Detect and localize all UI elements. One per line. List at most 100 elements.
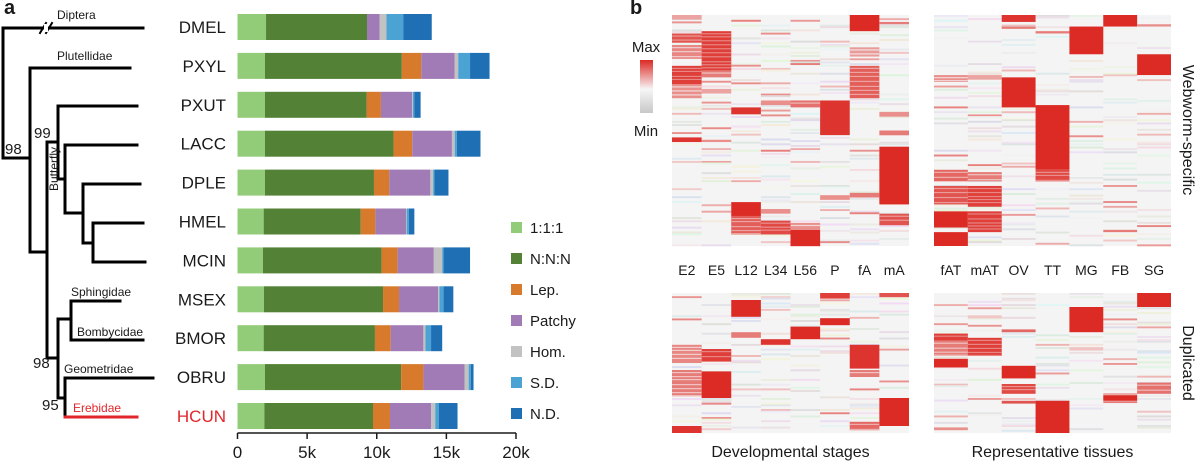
heatmap-stripe bbox=[672, 86, 702, 88]
heatmap-cell bbox=[820, 345, 850, 348]
heatmap-cell bbox=[731, 388, 761, 391]
bar-segment-msex-n-n-n bbox=[263, 286, 384, 313]
bar-segment-pxyl-n-n-n bbox=[264, 52, 402, 79]
heatmap-cell bbox=[790, 220, 821, 223]
heatmap-stripe bbox=[1035, 174, 1070, 176]
heatmap-cell bbox=[790, 180, 821, 183]
heatmap-stripe bbox=[967, 201, 1002, 204]
heatmap-cell bbox=[760, 95, 791, 98]
heatmap-cell bbox=[1001, 82, 1036, 85]
heatmap-cell bbox=[934, 204, 968, 207]
heatmap-cell bbox=[701, 101, 732, 104]
heatmap-block bbox=[934, 427, 968, 431]
column-label-fat: fAT bbox=[941, 262, 962, 278]
clade-label: Bombycidae bbox=[77, 325, 143, 339]
heatmap-cell bbox=[1069, 234, 1104, 237]
heatmap-cell bbox=[760, 108, 791, 110]
heatmap-cell bbox=[934, 399, 968, 402]
heatmap-cell bbox=[1069, 343, 1104, 346]
heatmap-cell bbox=[672, 345, 702, 348]
heatmap-cell bbox=[701, 382, 732, 384]
heatmap-cell bbox=[1001, 304, 1036, 307]
x-tick-label: 5k bbox=[298, 443, 316, 462]
heatmap-cell bbox=[731, 133, 761, 136]
heatmap-block bbox=[672, 65, 702, 85]
heatmap-cell bbox=[849, 180, 880, 183]
branch-break-gap bbox=[44, 24, 48, 32]
category-label-obru: OBRU bbox=[177, 368, 226, 387]
heatmap-cell bbox=[1069, 106, 1104, 109]
heatmap-cell bbox=[790, 193, 821, 195]
heatmap-cell bbox=[790, 324, 821, 327]
heatmap-cell bbox=[1137, 133, 1171, 136]
heatmap-stripe bbox=[672, 357, 702, 359]
heatmap-cell bbox=[820, 124, 850, 126]
heatmap-cell bbox=[790, 313, 821, 316]
heatmap-stripe bbox=[790, 102, 821, 104]
heatmap-cell bbox=[1069, 15, 1104, 17]
bar-segment-pxyl-hom bbox=[454, 52, 459, 79]
heatmap-stripe bbox=[934, 342, 968, 344]
heatmap-cell bbox=[820, 201, 850, 203]
heatmap-cell bbox=[790, 29, 821, 32]
heatmap-cell bbox=[879, 313, 909, 316]
heatmap-cell bbox=[967, 82, 1002, 85]
heatmap-cell bbox=[967, 220, 1002, 223]
heatmap-cell bbox=[701, 210, 732, 213]
heatmap-cell bbox=[849, 231, 880, 234]
heatmap-stripe bbox=[849, 75, 880, 78]
heatmap-cell bbox=[731, 343, 761, 346]
heatmap-cell bbox=[934, 304, 968, 307]
heatmap-block bbox=[731, 107, 761, 115]
heatmap-cell bbox=[790, 305, 821, 308]
heatmap-cell bbox=[701, 35, 732, 38]
bar-segment-hcun-1-1-1 bbox=[237, 403, 265, 429]
heatmap-block bbox=[701, 70, 732, 78]
heatmap-cell bbox=[1103, 72, 1138, 75]
heatmap-cell bbox=[760, 29, 791, 32]
heatmap-cell bbox=[701, 220, 732, 223]
heatmap-cell bbox=[1001, 369, 1036, 372]
heatmap-cell bbox=[967, 398, 1002, 400]
heatmap-cell bbox=[701, 304, 732, 307]
heatmap-cell bbox=[1035, 167, 1070, 170]
heatmap-cell bbox=[760, 175, 791, 178]
heatmap-cell bbox=[731, 180, 761, 183]
heatmap-cell bbox=[672, 201, 702, 203]
heatmap-cell bbox=[849, 96, 880, 99]
heatmap-block bbox=[849, 47, 880, 57]
heatmap-cell bbox=[1103, 313, 1138, 316]
heatmap-cell bbox=[1035, 177, 1070, 179]
heatmap-cell bbox=[967, 239, 1002, 242]
heatmap-cell bbox=[1137, 351, 1171, 354]
heatmap-cell bbox=[1103, 308, 1138, 311]
heatmap-cell bbox=[1035, 386, 1070, 389]
heatmap-background bbox=[934, 293, 1171, 433]
heatmap-cell bbox=[879, 24, 909, 27]
category-label-hcun: HCUN bbox=[177, 407, 226, 426]
bar-segment-dmel-n-d bbox=[403, 14, 432, 40]
heatmap-cell bbox=[1035, 16, 1070, 19]
heatmap-cell bbox=[701, 135, 732, 138]
bar-segment-obru-1-1-1 bbox=[237, 364, 265, 391]
heatmap-cell bbox=[1035, 149, 1070, 152]
heatmap-cell bbox=[760, 164, 791, 167]
heatmap-cell bbox=[701, 154, 732, 157]
heatmap-cell bbox=[1137, 154, 1171, 157]
heatmap-cell bbox=[731, 370, 761, 373]
heatmap-block bbox=[849, 344, 880, 369]
heatmap-cell bbox=[1137, 366, 1171, 369]
heatmap-cell bbox=[934, 385, 968, 388]
bar-segment-bmor-s-d bbox=[425, 325, 432, 352]
heatmap-cell bbox=[1069, 29, 1104, 32]
heatmap-cell bbox=[701, 177, 732, 179]
heatmap-block bbox=[1001, 26, 1036, 29]
bar-segment-obru-patchy bbox=[423, 364, 465, 391]
heatmap-cell bbox=[701, 112, 732, 115]
heatmap-cell bbox=[731, 361, 761, 364]
bar-segment-dple-patchy bbox=[389, 169, 431, 196]
heatmap-cell bbox=[934, 159, 968, 162]
heatmap-cell bbox=[934, 378, 968, 381]
bar-segment-hcun-n-d bbox=[438, 403, 458, 429]
heatmap-cell bbox=[1069, 228, 1104, 231]
